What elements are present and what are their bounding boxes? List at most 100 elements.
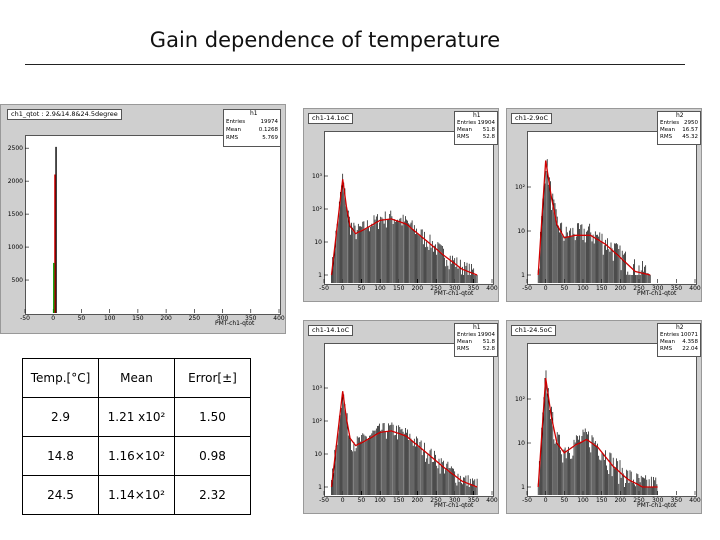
- y-tick-label: 500: [12, 277, 24, 284]
- x-tick-label: 300: [652, 497, 664, 504]
- table-header-row: Temp.[°C] Mean Error[±]: [22, 358, 251, 398]
- x-tick-label: 400: [486, 497, 498, 504]
- table-cell: 2.9: [22, 397, 99, 437]
- results-table: Temp.[°C] Mean Error[±] 2.9 1.21 x10² 1.…: [22, 358, 251, 515]
- stats-entries-value: 10071: [680, 332, 699, 338]
- stats-mean-label: Mean: [457, 339, 472, 345]
- stats-entries-value: 19904: [477, 120, 496, 126]
- histogram-bars: [537, 159, 651, 283]
- x-axis-label: PMT-ch1-qtot: [637, 290, 677, 297]
- y-tick-label: 10: [517, 228, 525, 235]
- x-axis-label: PMT-ch1-qtot: [637, 502, 677, 509]
- x-tick-label: 50: [358, 285, 366, 292]
- stats-entries-label: Entries: [457, 332, 477, 338]
- y-tick-label: 10: [517, 440, 525, 447]
- x-tick-label: 100: [374, 285, 386, 292]
- x-axis-label: PMT-ch1-qtot: [215, 320, 255, 327]
- stats-mean-label: Mean: [660, 127, 675, 133]
- plot-frame: [25, 135, 281, 315]
- stats-entries-value: 19974: [260, 119, 279, 125]
- y-tick-label: 10: [314, 239, 322, 246]
- stats-rms-label: RMS: [457, 134, 470, 140]
- table-cell: 1.50: [174, 397, 251, 437]
- x-tick-label: 200: [615, 497, 627, 504]
- page-title: Gain dependence of temperature: [149, 28, 501, 52]
- stats-box: h1 Entries 19904 Mean 51.8 RMS 52.8: [454, 323, 498, 357]
- x-tick-label: 0: [544, 497, 548, 504]
- x-tick-label: 250: [633, 497, 645, 504]
- stats-rms-value: 52.8: [482, 346, 495, 352]
- stats-box: h2 Entries 10071 Mean 4.358 RMS 22.04: [657, 323, 701, 357]
- x-tick-label: 400: [689, 497, 701, 504]
- stats-rms-value: 22.04: [682, 346, 698, 352]
- x-tick-label: 50: [561, 285, 569, 292]
- stats-hist-id: h1: [250, 110, 258, 117]
- x-tick-label: 50: [78, 315, 86, 322]
- table-row: 24.5 1.14×10² 2.32: [22, 475, 251, 515]
- histogram-panel-main: ch1_qtot : 2.9&14.8&24.5degree h1 Entrie…: [0, 104, 286, 334]
- x-tick-label: -50: [522, 497, 532, 504]
- fit-curve: [330, 179, 478, 276]
- table-cell: 0.98: [174, 436, 251, 476]
- x-tick-label: 50: [358, 497, 366, 504]
- x-tick-label: 100: [104, 315, 116, 322]
- y-tick-label: 10: [314, 451, 322, 458]
- histogram-bars: [537, 370, 658, 495]
- x-tick-label: 300: [449, 497, 461, 504]
- x-tick-label: 300: [217, 315, 229, 322]
- title-divider: [25, 64, 685, 65]
- stats-entries-label: Entries: [660, 120, 680, 126]
- stats-entries-label: Entries: [226, 119, 246, 125]
- stats-hist-id: h2: [676, 324, 684, 331]
- table-cell: 14.8: [22, 436, 99, 476]
- y-tick-label: 10²: [312, 206, 323, 213]
- y-tick-label: 2000: [8, 178, 23, 185]
- x-tick-label: 250: [430, 497, 442, 504]
- stats-mean-label: Mean: [226, 127, 241, 133]
- table-cell: 1.14×10²: [98, 475, 175, 515]
- x-tick-label: -50: [319, 497, 329, 504]
- table-cell: 1.21 x10²: [98, 397, 175, 437]
- x-tick-label: 150: [393, 497, 405, 504]
- y-tick-label: 1: [521, 484, 525, 491]
- table-cell: 2.32: [174, 475, 251, 515]
- x-tick-label: 200: [412, 285, 424, 292]
- fit-curve: [537, 160, 651, 276]
- x-tick-label: 100: [374, 497, 386, 504]
- histogram-bars: [331, 393, 478, 495]
- y-tick-label: 10³: [312, 385, 323, 392]
- table-row: 14.8 1.16×10² 0.98: [22, 436, 251, 476]
- y-tick-label: 10³: [312, 173, 323, 180]
- stats-rms-label: RMS: [660, 346, 673, 352]
- histogram-bars: [331, 173, 478, 283]
- stats-rms-label: RMS: [226, 135, 239, 141]
- stats-entries-value: 19904: [477, 332, 496, 338]
- x-tick-label: 300: [449, 285, 461, 292]
- histogram-name: ch1-2.9oC: [511, 113, 553, 124]
- x-tick-label: -50: [319, 285, 329, 292]
- stats-entries-label: Entries: [457, 120, 477, 126]
- y-tick-label: 1: [318, 484, 322, 491]
- stats-mean-label: Mean: [457, 127, 472, 133]
- stats-entries-value: 2950: [684, 120, 698, 126]
- histogram-name: ch1_qtot : 2.9&14.8&24.5degree: [7, 109, 122, 120]
- y-tick-label: 10²: [312, 418, 323, 425]
- x-tick-label: 200: [160, 315, 172, 322]
- x-tick-label: -50: [20, 315, 30, 322]
- x-tick-label: 150: [596, 285, 608, 292]
- stats-mean-value: 51.8: [482, 127, 495, 133]
- x-tick-label: 400: [689, 285, 701, 292]
- x-tick-label: 350: [468, 285, 480, 292]
- histogram-name: ch1-14.1oC: [308, 325, 354, 336]
- y-tick-label: 1: [521, 272, 525, 279]
- stats-rms-label: RMS: [660, 134, 673, 140]
- x-tick-label: 50: [561, 497, 569, 504]
- stats-hist-id: h1: [473, 112, 481, 119]
- stats-box: h1 Entries 19904 Mean 51.8 RMS 52.8: [454, 111, 498, 145]
- x-tick-label: 350: [671, 285, 683, 292]
- stats-box: h2 Entries 2950 Mean 16.57 RMS 45.32: [657, 111, 701, 145]
- x-tick-label: 350: [671, 497, 683, 504]
- y-tick-label: 1: [318, 272, 322, 279]
- x-tick-label: 400: [273, 315, 285, 322]
- x-tick-label: 250: [430, 285, 442, 292]
